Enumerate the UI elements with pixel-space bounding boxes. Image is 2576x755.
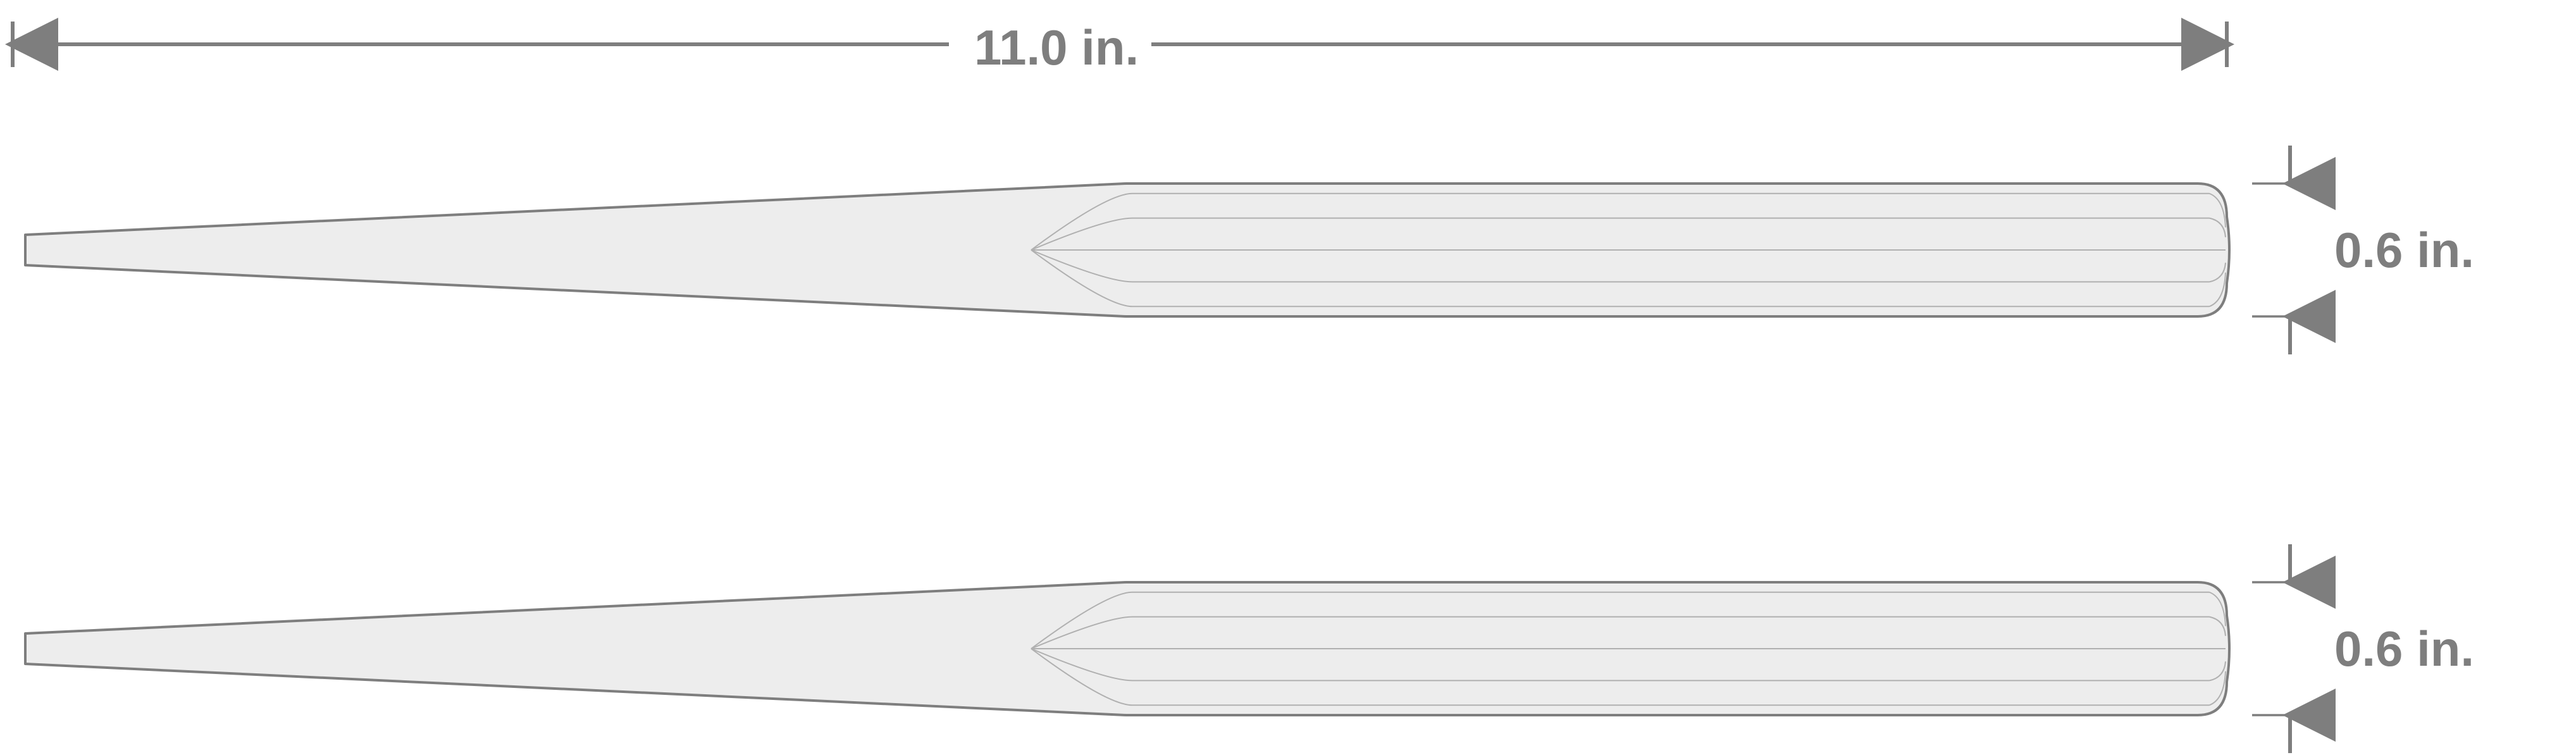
- height-dim-label-top: 0.6 in.: [2334, 222, 2474, 279]
- diagram-canvas: 11.0 in. 0.6 in. 0.6 in.: [0, 0, 2576, 755]
- length-dim-label: 11.0 in.: [974, 19, 1139, 77]
- diagram-svg: [0, 0, 2576, 755]
- height-dim-label-bottom: 0.6 in.: [2334, 620, 2474, 678]
